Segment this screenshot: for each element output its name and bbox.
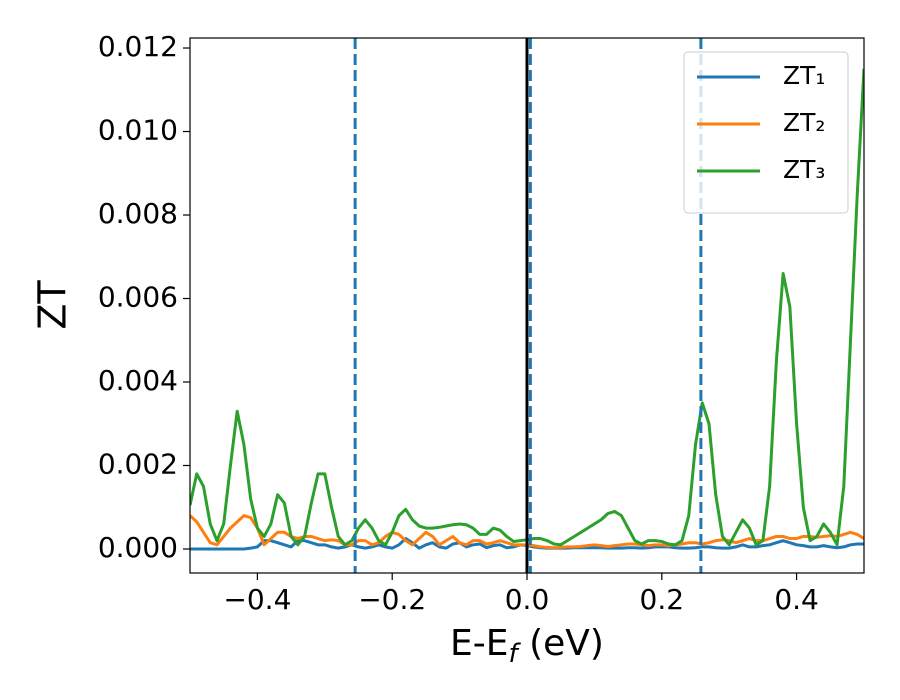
y-tick-label: 0.012 [98, 30, 178, 63]
y-tick-label: 0.004 [98, 364, 178, 397]
legend-label: ZT₂ [783, 108, 825, 137]
x-tick-label: −0.4 [223, 583, 291, 616]
y-tick-label: 0.002 [98, 447, 178, 480]
legend-label: ZT₃ [783, 155, 825, 184]
x-axis-label-main: E-E [450, 623, 508, 664]
x-tick-label: −0.2 [358, 583, 426, 616]
y-tick-label: 0.008 [98, 197, 178, 230]
x-axis-label: E-Ef (eV) [450, 623, 604, 669]
x-axis-label-unit: (eV) [518, 623, 604, 664]
y-tick-label: 0.006 [98, 281, 178, 314]
legend-box [683, 51, 849, 214]
x-tick-label: 0.0 [505, 583, 550, 616]
x-tick-label: 0.2 [640, 583, 685, 616]
legend: ZT₁ ZT₂ ZT₃ [683, 51, 849, 214]
y-tick-label: 0.010 [98, 114, 178, 147]
y-axis-label: ZT [31, 280, 75, 330]
x-tick-label: 0.4 [774, 583, 819, 616]
y-tick-label: 0.000 [98, 531, 178, 564]
legend-label: ZT₁ [783, 61, 825, 90]
